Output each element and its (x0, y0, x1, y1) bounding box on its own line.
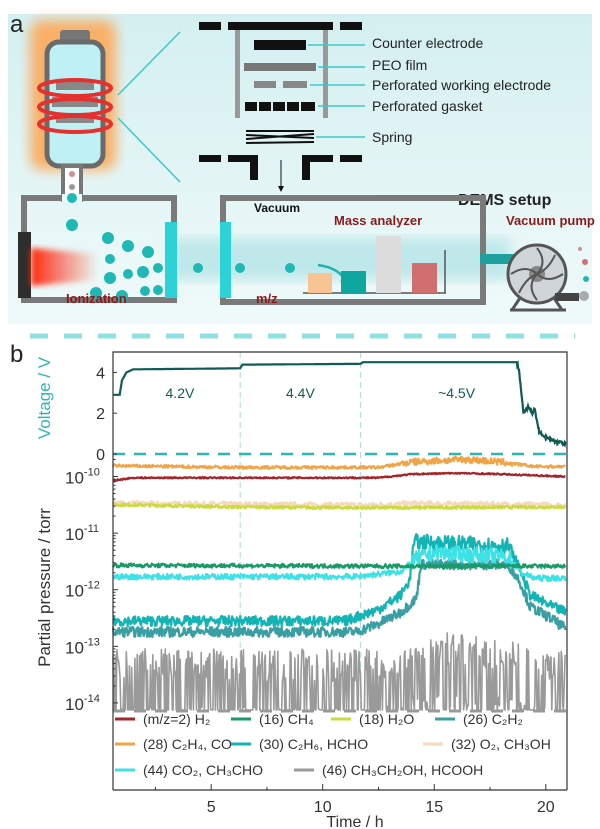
pressure-ytick-label: 10-11 (65, 523, 99, 544)
gasket-shape (245, 102, 315, 111)
spring-shape (245, 130, 315, 144)
legend-label-co2: (44) CO₂, CH₃CHO (143, 762, 263, 778)
gasket-label: Perforated gasket (372, 98, 483, 114)
x-tick-label: 20 (537, 799, 555, 816)
zoom-line-top (117, 31, 181, 96)
legend-label-h2: (m/z=2) H₂ (143, 711, 210, 727)
legend-label-m46: (46) CH₃CH₂OH, HCOOH (322, 762, 483, 778)
vacuum-label: Vacuum (254, 201, 300, 215)
panel-a-diagram: a (8, 11, 595, 324)
ion-source-icon (18, 232, 31, 298)
voltage-ytick-label: 4 (96, 365, 105, 382)
pressure-axis-label: Partial pressure / torr (35, 508, 54, 667)
mass-analyzer-chamber: Mass analyzer m/z (220, 195, 486, 306)
ionization-label: Ionization (66, 291, 127, 306)
ionization-chamber: Ionization (18, 193, 295, 306)
voltage-ytick-label: 2 (96, 406, 105, 423)
series-line-c2h2 (111, 558, 567, 638)
voltage-ytick-label: 0 (96, 447, 105, 464)
x-axis-label: Time / h (326, 814, 383, 829)
mz-label: m/z (256, 291, 278, 306)
pressure-ytick-label: 10-10 (65, 467, 100, 488)
arrow-down-icon (278, 186, 284, 192)
spectrum-bar (376, 236, 401, 293)
zoom-line-bottom (117, 117, 181, 183)
series-line-co2 (112, 544, 567, 582)
pressure-ytick-label: 10-13 (65, 636, 100, 657)
series-line-h2 (112, 471, 566, 482)
working-electrode-label: Perforated working electrode (372, 77, 551, 93)
legend-label-c2h6: (30) C₂H₆, HCHO (259, 736, 368, 752)
x-tick-label: 5 (207, 799, 216, 816)
peo-film-label: PEO film (372, 57, 427, 73)
spectrum-bar (341, 271, 366, 293)
series-line-c2h6 (112, 533, 567, 628)
pressure-ytick-label: 10-14 (65, 693, 100, 714)
series-line-h2o (112, 502, 566, 511)
spectrum-bar (412, 263, 437, 293)
x-tick-label: 15 (425, 799, 443, 816)
voltage-axes-frame (112, 351, 568, 454)
legend-label-o2: (32) O₂, CH₃OH (451, 736, 551, 752)
x-tick-label: 10 (314, 799, 332, 816)
cell-exploded-view (199, 22, 365, 192)
voltage-series-line (113, 359, 567, 448)
counter-electrode-shape (254, 40, 306, 50)
vacuum-pump-label: Vacuum pump (506, 213, 595, 228)
voltage-phase-annotation: 4.4V (286, 385, 315, 401)
voltage-axis-label: Voltage / V (35, 356, 54, 439)
legend-label-ch4: (16) CH₄ (259, 711, 314, 727)
ion-particles (66, 193, 295, 302)
vacuum-pump-icon (480, 243, 589, 312)
dems-chart: 0 2 4 Voltage / V 4.2V 4.4V ~4.5V 10-10 10-11 10-… (35, 351, 568, 829)
spring-label: Spring (372, 129, 412, 145)
series-line-co (111, 455, 566, 470)
spectrum-bar (308, 273, 332, 293)
working-electrode-shape (254, 81, 276, 88)
peo-film-shape (244, 63, 316, 71)
legend-label-h2o: (18) H₂O (359, 711, 414, 727)
heated-cell-icon (30, 20, 116, 202)
mass-analyzer-label: Mass analyzer (334, 213, 422, 228)
counter-electrode-label: Counter electrode (372, 35, 484, 51)
voltage-phase-annotation: ~4.5V (438, 385, 476, 401)
voltage-phase-annotation: 4.2V (166, 385, 195, 401)
panel-b-label: b (10, 341, 23, 368)
series-line-m46 (112, 632, 566, 711)
legend-label-c2h2: (26) C₂H₂ (463, 711, 523, 727)
series-line-ch4 (112, 562, 567, 570)
legend-label-co: (28) C₂H₄, CO (143, 736, 232, 752)
pressure-ytick-label: 10-12 (65, 580, 100, 601)
panel-a-label: a (10, 11, 24, 38)
